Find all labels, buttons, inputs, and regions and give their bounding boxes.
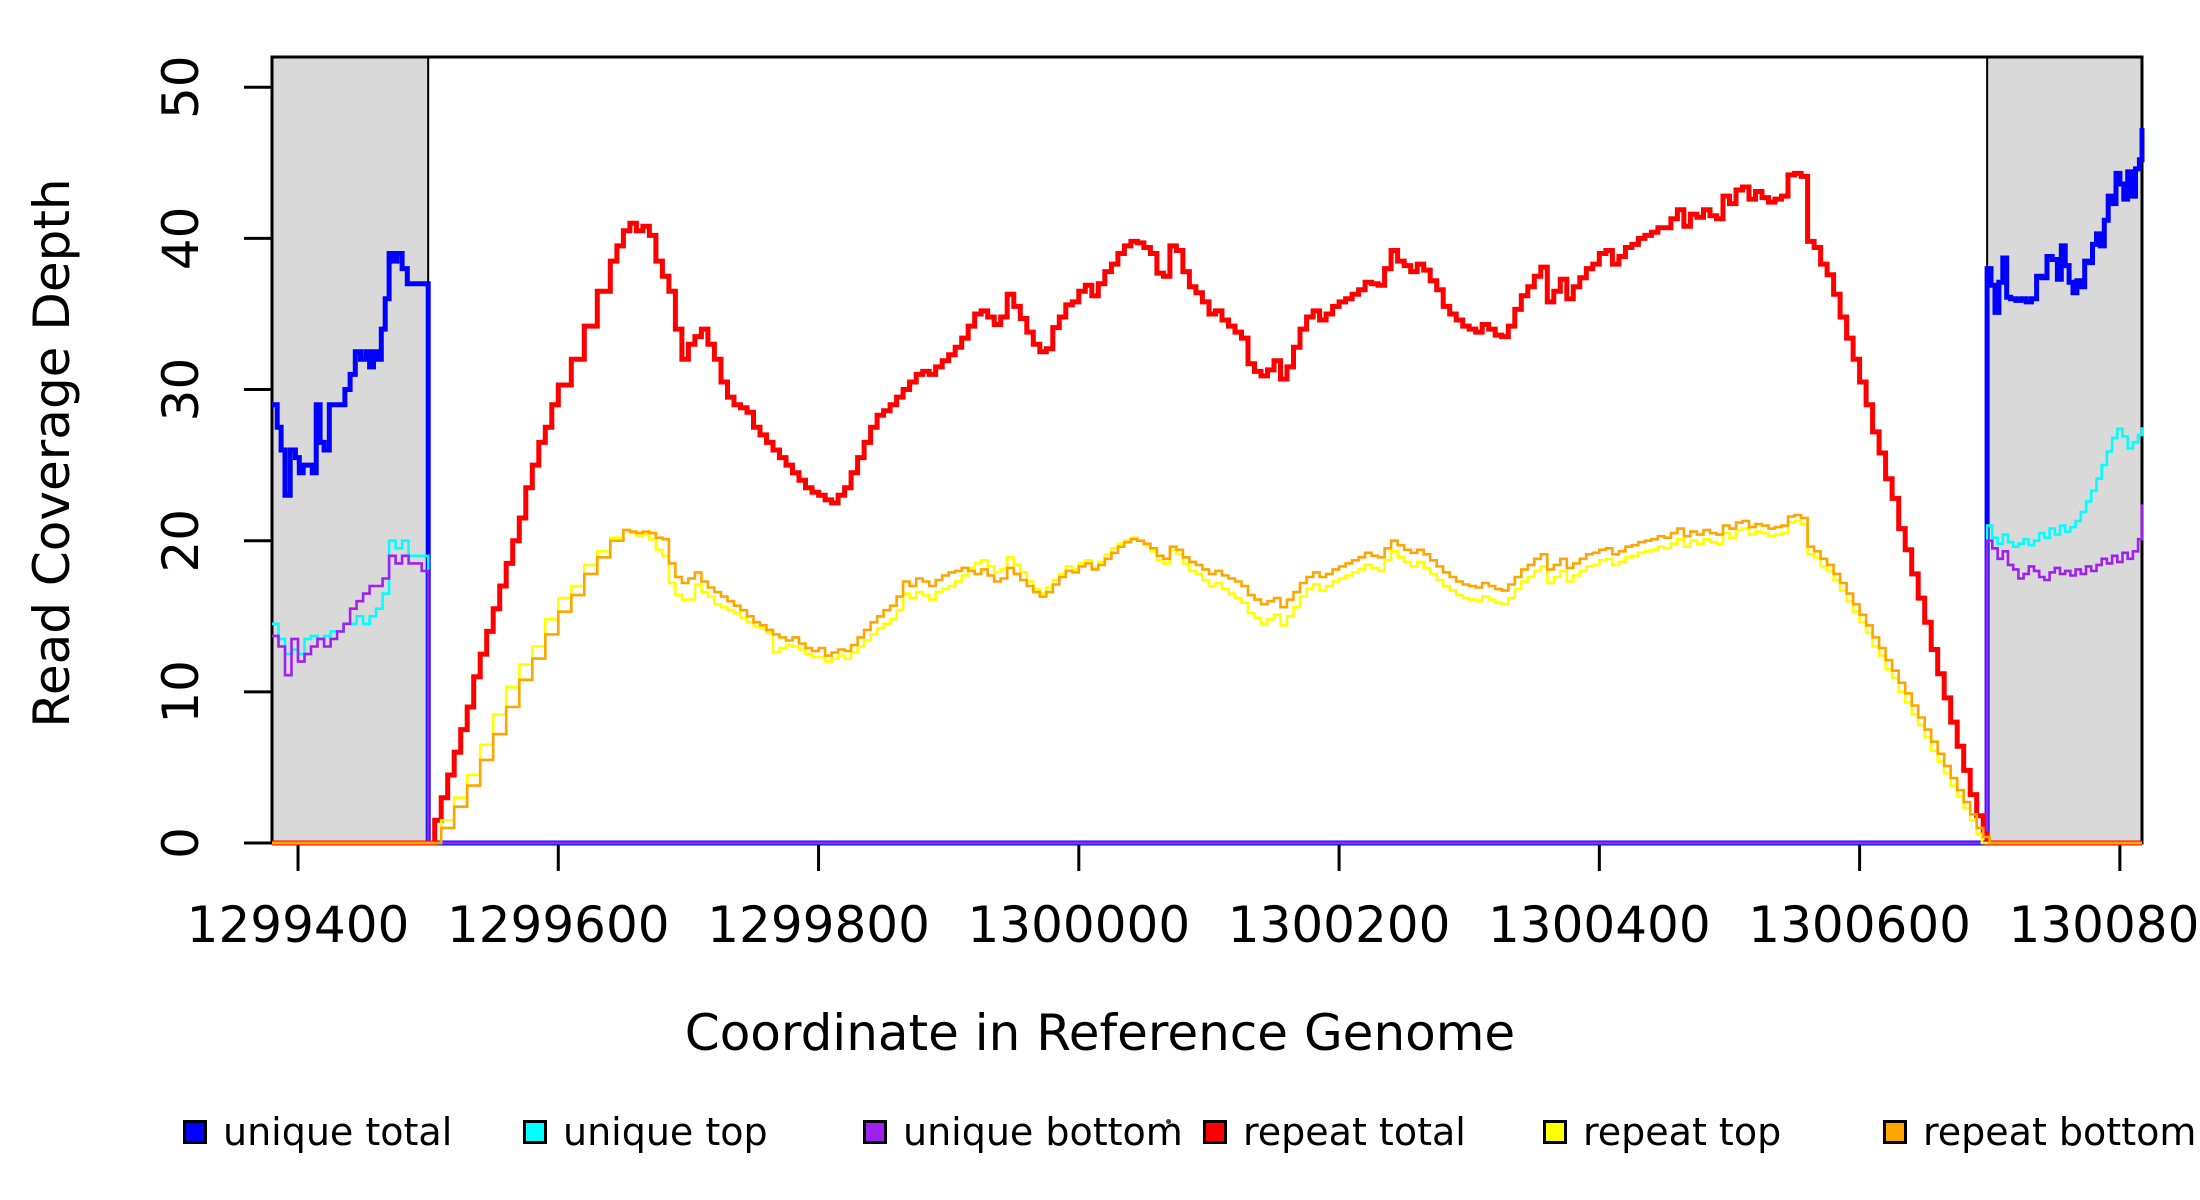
y-tick-label: 30	[152, 358, 210, 422]
unique-top-swatch-icon	[523, 1120, 547, 1144]
repeat-bottom-swatch-icon	[1883, 1120, 1907, 1144]
y-tick-label: 10	[152, 660, 210, 724]
legend-label: repeat top	[1583, 1110, 1782, 1154]
x-tick-label: 1300200	[1228, 896, 1451, 954]
plot-box	[270, 55, 2144, 845]
x-tick-label: 1300000	[967, 896, 1190, 954]
repeat-top-swatch-icon	[1543, 1120, 1567, 1144]
x-tick-label: 1299800	[707, 896, 930, 954]
legend-item-repeat-bottom: repeat bottom	[1883, 1112, 2196, 1152]
shaded-region-left-flank	[271, 56, 430, 844]
legend: unique total unique top unique bottom re…	[0, 1112, 2200, 1172]
x-tick-label: 1300600	[1748, 896, 1971, 954]
legend-item-unique-bottom: unique bottom	[863, 1112, 1183, 1152]
y-tick-label: 20	[152, 509, 210, 573]
x-tick-label: 1299600	[447, 896, 670, 954]
legend-label: repeat total	[1243, 1110, 1466, 1154]
y-axis-title: Read Coverage Depth	[23, 178, 81, 728]
legend-item-repeat-top: repeat top	[1543, 1112, 1781, 1152]
legend-label: unique bottom	[903, 1110, 1183, 1154]
legend-label: unique total	[223, 1110, 453, 1154]
repeat-total-swatch-icon	[1203, 1120, 1227, 1144]
legend-item-unique-total: unique total	[183, 1112, 452, 1152]
series-repeat-total-path	[272, 170, 2142, 846]
y-tick-label: 0	[152, 827, 210, 859]
y-tick-label: 40	[152, 207, 210, 271]
legend-item-repeat-total: repeat total	[1203, 1112, 1466, 1152]
legend-label: repeat bottom	[1923, 1110, 2197, 1154]
series-unique-bottom-path	[272, 504, 2144, 845]
unique-bottom-swatch-icon	[863, 1120, 887, 1144]
x-tick-label: 1299400	[187, 896, 410, 954]
series-repeat-bottom-path	[272, 513, 2142, 845]
series-repeat-top-path	[272, 519, 2142, 845]
x-tick-label: 1300400	[1488, 896, 1711, 954]
legend-label: unique top	[563, 1110, 768, 1154]
stray-dot-artifact	[1166, 1119, 1171, 1124]
series-unique-total-path	[272, 128, 2145, 846]
series-unique-top-path	[272, 427, 2144, 845]
unique-total-swatch-icon	[183, 1120, 207, 1144]
legend-item-unique-top: unique top	[523, 1112, 768, 1152]
x-axis-title: Coordinate in Reference Genome	[684, 1004, 1516, 1062]
y-tick-label: 50	[152, 55, 210, 119]
